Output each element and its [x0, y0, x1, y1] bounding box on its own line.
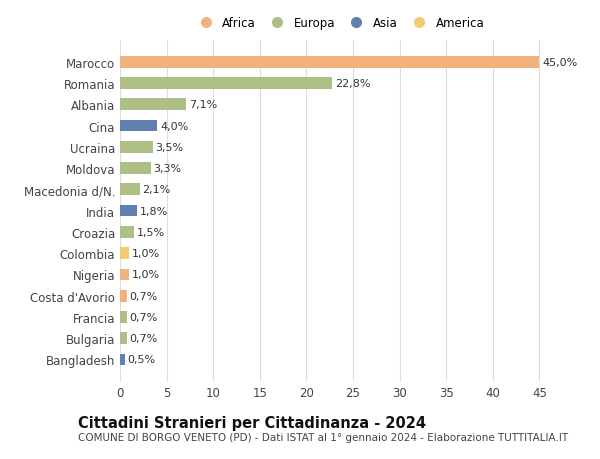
Bar	[120, 248, 130, 259]
Text: 0,5%: 0,5%	[127, 355, 155, 365]
Legend: Africa, Europa, Asia, America: Africa, Europa, Asia, America	[190, 13, 488, 33]
Bar	[120, 354, 125, 365]
Text: 4,0%: 4,0%	[160, 121, 188, 131]
Text: Cittadini Stranieri per Cittadinanza - 2024: Cittadini Stranieri per Cittadinanza - 2…	[78, 415, 426, 431]
Bar	[120, 269, 130, 280]
Bar	[120, 78, 332, 90]
Bar	[120, 120, 157, 132]
Text: 3,5%: 3,5%	[155, 142, 184, 152]
Text: 1,8%: 1,8%	[140, 206, 168, 216]
Bar	[120, 184, 140, 196]
Text: 0,7%: 0,7%	[130, 291, 158, 301]
Bar	[120, 163, 151, 174]
Text: 0,7%: 0,7%	[130, 334, 158, 343]
Bar	[120, 311, 127, 323]
Text: 7,1%: 7,1%	[189, 100, 217, 110]
Bar	[120, 227, 134, 238]
Text: 22,8%: 22,8%	[335, 79, 371, 89]
Text: 2,1%: 2,1%	[142, 185, 170, 195]
Text: 1,0%: 1,0%	[132, 270, 160, 280]
Bar	[120, 57, 539, 68]
Bar	[120, 142, 152, 153]
Bar	[120, 205, 137, 217]
Bar	[120, 99, 186, 111]
Text: 45,0%: 45,0%	[542, 57, 577, 67]
Text: 1,0%: 1,0%	[132, 249, 160, 258]
Text: COMUNE DI BORGO VENETO (PD) - Dati ISTAT al 1° gennaio 2024 - Elaborazione TUTTI: COMUNE DI BORGO VENETO (PD) - Dati ISTAT…	[78, 432, 568, 442]
Bar	[120, 333, 127, 344]
Text: 3,3%: 3,3%	[154, 164, 182, 174]
Bar	[120, 290, 127, 302]
Text: 0,7%: 0,7%	[130, 312, 158, 322]
Text: 1,5%: 1,5%	[137, 227, 165, 237]
